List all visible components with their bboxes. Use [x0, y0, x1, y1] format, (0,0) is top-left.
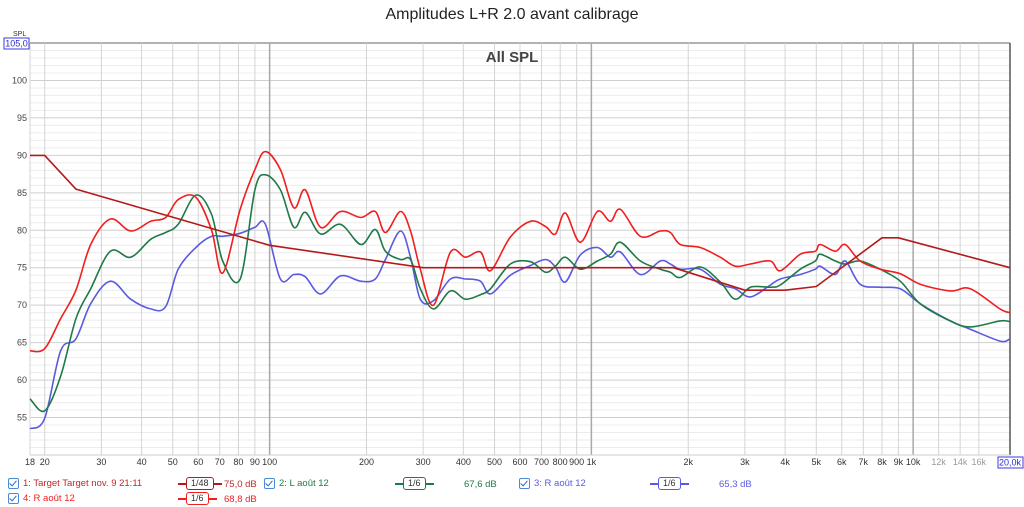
- series-line-3: [29, 220, 1011, 430]
- legend-label: 4: R août 12: [23, 493, 75, 504]
- x-tick-label: 10k: [906, 457, 921, 467]
- x-tick-label: 20: [40, 457, 50, 467]
- x-end-box: [997, 456, 1024, 469]
- y-top-value: 105,0: [5, 39, 28, 49]
- x-tick-label: 5k: [812, 457, 822, 467]
- level-value: 68,8 dB: [224, 494, 257, 505]
- y-tick-label: 95: [17, 113, 27, 123]
- x-end-value: 20,0k: [999, 458, 1022, 468]
- smoothing-label: 1/6: [186, 492, 209, 505]
- y-tick-label: 65: [17, 338, 27, 348]
- legend-label: 3: R août 12: [534, 478, 586, 489]
- x-tick-label: 2k: [683, 457, 693, 467]
- x-tick-label: 90: [250, 457, 260, 467]
- legend-label: 2: L août 12: [279, 478, 329, 489]
- chart-title: Amplitudes L+R 2.0 avant calibrage: [385, 6, 639, 23]
- x-tick-label: 12k: [931, 457, 946, 467]
- x-tick-label: 8k: [877, 457, 887, 467]
- x-tick-label: 50: [168, 457, 178, 467]
- x-tick-label: 100: [262, 457, 277, 467]
- x-tick-label: 600: [512, 457, 527, 467]
- smoothing-button-target[interactable]: 1/48: [178, 477, 222, 490]
- x-tick-label: 800: [553, 457, 568, 467]
- x-tick-label: 9k: [894, 457, 904, 467]
- y-tick-label: 60: [17, 375, 27, 385]
- x-tick-label: 6k: [837, 457, 847, 467]
- x-tick-label: 4k: [780, 457, 790, 467]
- smoothing-label: 1/6: [403, 477, 426, 490]
- x-tick-label: 500: [487, 457, 502, 467]
- level-value: 75,0 dB: [224, 479, 257, 490]
- y-tick-label: 90: [17, 150, 27, 160]
- level-value: 65,3 dB: [719, 479, 752, 490]
- y-tick-label: 55: [17, 413, 27, 423]
- x-tick-label: 14k: [953, 457, 968, 467]
- checkbox-icon[interactable]: [519, 478, 530, 489]
- x-tick-label: 3k: [740, 457, 750, 467]
- series-line-2: [29, 173, 1011, 413]
- x-tick-label: 40: [137, 457, 147, 467]
- x-tick-label: 400: [456, 457, 471, 467]
- smoothing-label: 1/48: [186, 477, 214, 490]
- y-axis-label: SPL: [13, 31, 26, 38]
- y-tick-label: 75: [17, 263, 27, 273]
- y-tick-label: 70: [17, 300, 27, 310]
- checkbox-icon[interactable]: [264, 478, 275, 489]
- x-tick-label: 700: [534, 457, 549, 467]
- smoothing-button-r4[interactable]: 1/6: [178, 492, 217, 505]
- x-tick-label: 200: [359, 457, 374, 467]
- smoothing-button-r3[interactable]: 1/6: [650, 477, 689, 490]
- level-value: 67,6 dB: [464, 479, 497, 490]
- x-tick-label: 30: [96, 457, 106, 467]
- smoothing-label: 1/6: [658, 477, 681, 490]
- smoothing-button-l[interactable]: 1/6: [395, 477, 434, 490]
- series-line-1: [30, 154, 1011, 291]
- legend-item-r3[interactable]: 3: R août 12: [519, 478, 586, 489]
- legend-label: 1: Target Target nov. 9 21:11: [23, 478, 143, 489]
- legend-item-l[interactable]: 2: L août 12: [264, 478, 329, 489]
- y-tick-label: 85: [17, 188, 27, 198]
- x-tick-label: 16k: [972, 457, 987, 467]
- checkbox-icon[interactable]: [8, 478, 19, 489]
- checkbox-icon[interactable]: [8, 493, 19, 504]
- legend-item-r4[interactable]: 4: R août 12: [8, 493, 75, 504]
- x-tick-label: 18: [25, 457, 35, 467]
- y-tick-label: 100: [12, 75, 27, 85]
- x-tick-label: 900: [569, 457, 584, 467]
- x-tick-label: 7k: [859, 457, 869, 467]
- x-tick-label: 60: [193, 457, 203, 467]
- y-top-box: [3, 37, 30, 50]
- chart-subtitle: All SPL: [486, 49, 539, 66]
- series-line-4: [29, 150, 1011, 353]
- y-tick-label: 80: [17, 225, 27, 235]
- x-tick-label: 70: [215, 457, 225, 467]
- x-tick-label: 80: [233, 457, 243, 467]
- legend-item-target[interactable]: 1: Target Target nov. 9 21:11: [8, 478, 142, 489]
- x-tick-label: 300: [416, 457, 431, 467]
- x-tick-label: 1k: [587, 457, 597, 467]
